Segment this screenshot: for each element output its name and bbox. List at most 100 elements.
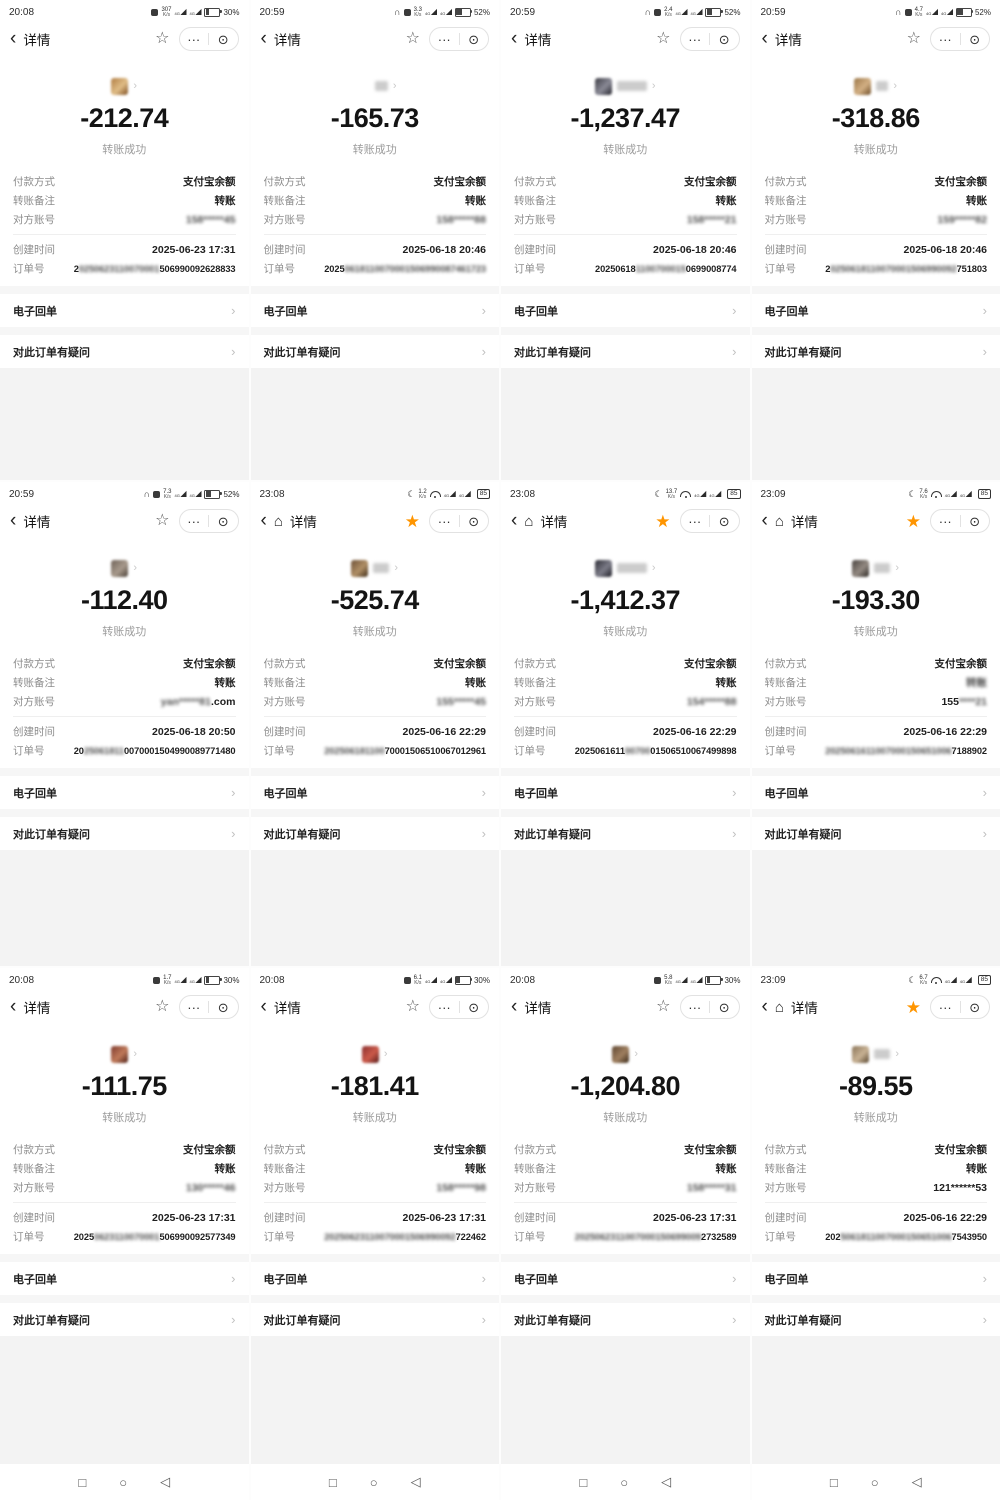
android-home-button[interactable]: ○	[870, 1474, 879, 1490]
back-icon[interactable]: ‹	[511, 995, 518, 1017]
avatar[interactable]	[111, 1045, 129, 1063]
question-link-row[interactable]: 对此订单有疑问 ›	[764, 1312, 988, 1327]
back-icon[interactable]: ‹	[260, 509, 267, 531]
favorite-star-icon[interactable]: ☆	[656, 998, 671, 1015]
home-icon[interactable]: ⌂	[774, 998, 784, 1016]
back-icon[interactable]: ‹	[761, 27, 768, 49]
android-home-button[interactable]: ○	[369, 1474, 378, 1490]
close-target-icon[interactable]: ⊙	[468, 513, 480, 529]
close-target-icon[interactable]: ⊙	[718, 513, 730, 529]
more-icon[interactable]: ···	[187, 31, 201, 47]
avatar[interactable]	[594, 559, 612, 577]
receipt-link-row[interactable]: 电子回单 ›	[764, 1271, 988, 1286]
home-icon[interactable]: ⌂	[774, 512, 784, 530]
more-icon[interactable]: ···	[187, 513, 201, 529]
receipt-link-row[interactable]: 电子回单 ›	[263, 785, 487, 800]
close-target-icon[interactable]: ⊙	[468, 31, 480, 47]
recents-button[interactable]: □	[579, 1474, 588, 1490]
more-icon[interactable]: ···	[437, 999, 451, 1015]
more-icon[interactable]: ···	[688, 513, 702, 529]
back-icon[interactable]: ‹	[511, 509, 518, 531]
receipt-link-row[interactable]: 电子回单 ›	[514, 785, 737, 800]
favorite-star-icon[interactable]: ☆	[155, 998, 170, 1015]
close-target-icon[interactable]: ⊙	[969, 31, 981, 47]
back-icon[interactable]: ‹	[761, 509, 768, 531]
close-target-icon[interactable]: ⊙	[217, 513, 229, 529]
avatar[interactable]	[353, 78, 370, 95]
question-link-row[interactable]: 对此订单有疑问 ›	[514, 826, 737, 841]
android-back-button[interactable]: ◁	[410, 1474, 421, 1489]
more-icon[interactable]: ···	[187, 999, 201, 1015]
receipt-link-row[interactable]: 电子回单 ›	[13, 303, 236, 318]
back-icon[interactable]: ‹	[260, 995, 267, 1017]
recents-button[interactable]: □	[328, 1474, 337, 1490]
home-icon[interactable]: ⌂	[524, 512, 534, 530]
back-icon[interactable]: ‹	[10, 27, 17, 49]
android-home-button[interactable]: ○	[620, 1474, 629, 1490]
more-icon[interactable]: ···	[688, 999, 702, 1015]
android-home-button[interactable]: ○	[119, 1474, 128, 1490]
receipt-link-row[interactable]: 电子回单 ›	[764, 303, 988, 318]
back-icon[interactable]: ‹	[511, 27, 518, 49]
receipt-link-row[interactable]: 电子回单 ›	[13, 1271, 236, 1286]
favorite-star-icon-active[interactable]: ★	[905, 511, 921, 531]
recents-button[interactable]: □	[829, 1474, 838, 1490]
close-target-icon[interactable]: ⊙	[718, 999, 730, 1015]
close-target-icon[interactable]: ⊙	[217, 999, 229, 1015]
avatar[interactable]	[111, 559, 129, 577]
more-icon[interactable]: ···	[437, 31, 451, 47]
close-target-icon[interactable]: ⊙	[969, 999, 981, 1015]
close-target-icon[interactable]: ⊙	[969, 513, 981, 529]
favorite-star-icon[interactable]: ☆	[155, 512, 170, 529]
android-back-button[interactable]: ◁	[160, 1474, 171, 1489]
close-target-icon[interactable]: ⊙	[468, 999, 480, 1015]
question-link-row[interactable]: 对此订单有疑问 ›	[263, 1312, 487, 1327]
receipt-link-row[interactable]: 电子回单 ›	[13, 785, 236, 800]
question-link-row[interactable]: 对此订单有疑问 ›	[764, 344, 988, 359]
favorite-star-icon-active[interactable]: ★	[905, 997, 921, 1017]
favorite-star-icon[interactable]: ☆	[405, 998, 420, 1015]
close-target-icon[interactable]: ⊙	[217, 31, 229, 47]
more-icon[interactable]: ···	[938, 513, 952, 529]
back-icon[interactable]: ‹	[761, 995, 768, 1017]
more-icon[interactable]: ···	[938, 31, 952, 47]
question-link-row[interactable]: 对此订单有疑问 ›	[514, 344, 737, 359]
more-icon[interactable]: ···	[437, 513, 451, 529]
more-icon[interactable]: ···	[938, 999, 952, 1015]
receipt-link-row[interactable]: 电子回单 ›	[263, 1271, 487, 1286]
question-link-row[interactable]: 对此订单有疑问 ›	[514, 1312, 737, 1327]
receipt-link-row[interactable]: 电子回单 ›	[764, 785, 988, 800]
question-link-row[interactable]: 对此订单有疑问 ›	[764, 826, 988, 841]
back-icon[interactable]: ‹	[10, 509, 17, 531]
avatar[interactable]	[852, 1045, 870, 1063]
question-link-row[interactable]: 对此订单有疑问 ›	[13, 826, 236, 841]
avatar[interactable]	[351, 559, 369, 577]
favorite-star-icon-active[interactable]: ★	[404, 511, 420, 531]
more-icon[interactable]: ···	[688, 31, 702, 47]
question-link-row[interactable]: 对此订单有疑问 ›	[263, 344, 487, 359]
back-icon[interactable]: ‹	[260, 27, 267, 49]
android-back-button[interactable]: ◁	[911, 1474, 922, 1489]
back-icon[interactable]: ‹	[10, 995, 17, 1017]
android-back-button[interactable]: ◁	[661, 1474, 672, 1489]
favorite-star-icon[interactable]: ☆	[155, 30, 170, 47]
avatar[interactable]	[594, 77, 612, 95]
avatar[interactable]	[111, 77, 129, 95]
avatar[interactable]	[852, 559, 870, 577]
receipt-link-row[interactable]: 电子回单 ›	[514, 303, 737, 318]
home-icon[interactable]: ⌂	[273, 512, 283, 530]
question-link-row[interactable]: 对此订单有疑问 ›	[13, 344, 236, 359]
recents-button[interactable]: □	[78, 1474, 87, 1490]
favorite-star-icon[interactable]: ☆	[656, 30, 671, 47]
avatar[interactable]	[612, 1045, 630, 1063]
close-target-icon[interactable]: ⊙	[718, 31, 730, 47]
question-link-row[interactable]: 对此订单有疑问 ›	[13, 1312, 236, 1327]
favorite-star-icon-active[interactable]: ★	[655, 511, 671, 531]
avatar[interactable]	[854, 77, 872, 95]
avatar[interactable]	[361, 1045, 379, 1063]
receipt-link-row[interactable]: 电子回单 ›	[514, 1271, 737, 1286]
favorite-star-icon[interactable]: ☆	[405, 30, 420, 47]
favorite-star-icon[interactable]: ☆	[906, 30, 921, 47]
receipt-link-row[interactable]: 电子回单 ›	[263, 303, 487, 318]
question-link-row[interactable]: 对此订单有疑问 ›	[263, 826, 487, 841]
